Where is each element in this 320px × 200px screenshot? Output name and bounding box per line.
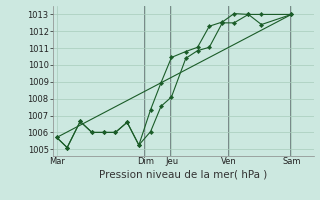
X-axis label: Pression niveau de la mer( hPa ): Pression niveau de la mer( hPa ) bbox=[99, 169, 267, 179]
